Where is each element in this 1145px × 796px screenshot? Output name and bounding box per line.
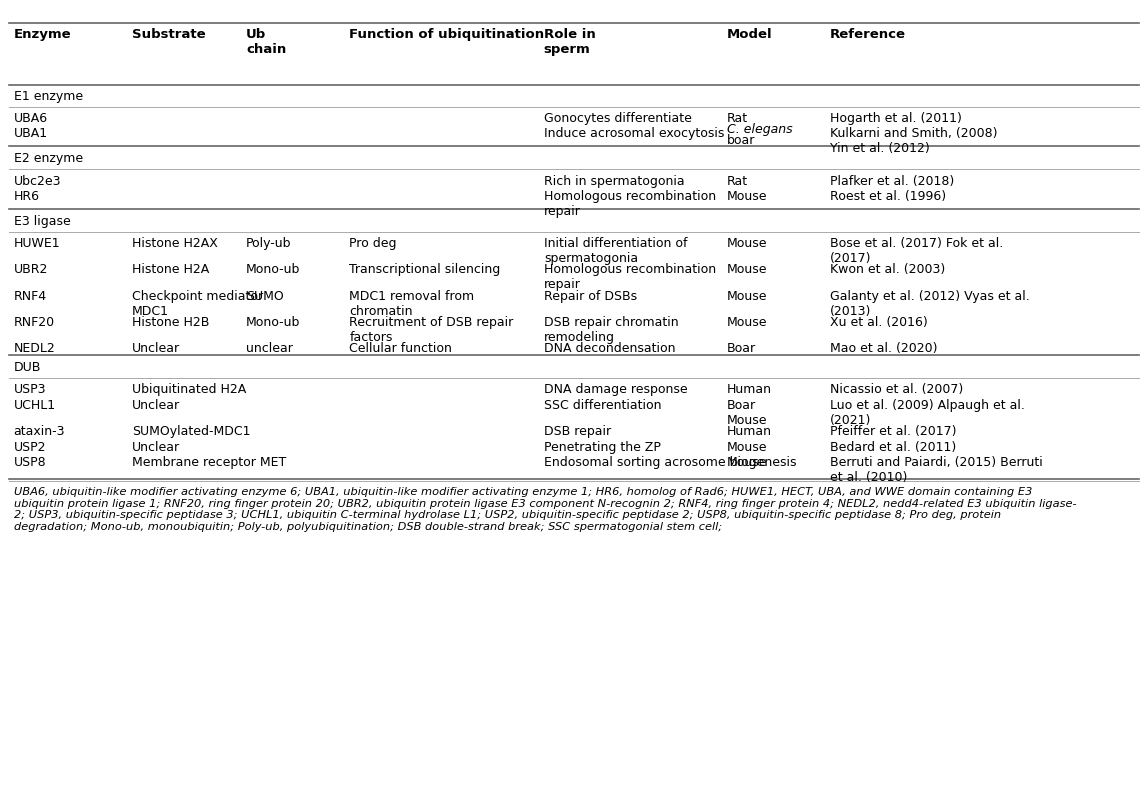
Text: Endosomal sorting acrosome biogenesis: Endosomal sorting acrosome biogenesis	[544, 456, 797, 469]
Text: unclear: unclear	[246, 342, 293, 355]
Text: UBA6, ubiquitin-like modifier activating enzyme 6; UBA1, ubiquitin-like modifier: UBA6, ubiquitin-like modifier activating…	[14, 487, 1076, 532]
Text: Human: Human	[727, 425, 772, 438]
Text: HUWE1: HUWE1	[14, 237, 61, 250]
Text: DSB repair chromatin
remodeling: DSB repair chromatin remodeling	[544, 316, 679, 344]
Text: Mouse: Mouse	[727, 290, 767, 302]
Text: Cellular function: Cellular function	[349, 342, 452, 355]
Text: SSC differentiation: SSC differentiation	[544, 399, 662, 412]
Text: Plafker et al. (2018)
Roest et al. (1996): Plafker et al. (2018) Roest et al. (1996…	[830, 174, 955, 203]
Text: C. elegans: C. elegans	[727, 123, 792, 136]
Text: E1 enzyme: E1 enzyme	[14, 90, 82, 103]
Text: Xu et al. (2016): Xu et al. (2016)	[830, 316, 927, 329]
Text: Bose et al. (2017) Fok et al.
(2017): Bose et al. (2017) Fok et al. (2017)	[830, 237, 1003, 265]
Text: UCHL1: UCHL1	[14, 399, 56, 412]
Text: DUB: DUB	[14, 361, 41, 374]
Text: Gonocytes differentiate
Induce acrosomal exocytosis: Gonocytes differentiate Induce acrosomal…	[544, 112, 725, 140]
Text: Model: Model	[727, 28, 773, 41]
Text: Pfeiffer et al. (2017): Pfeiffer et al. (2017)	[830, 425, 956, 438]
Text: Unclear: Unclear	[132, 399, 180, 412]
Text: Repair of DSBs: Repair of DSBs	[544, 290, 637, 302]
Text: Boar: Boar	[727, 342, 756, 355]
Text: boar: boar	[727, 134, 756, 146]
Text: Substrate: Substrate	[132, 28, 205, 41]
Text: Rich in spermatogonia
Homologous recombination
repair: Rich in spermatogonia Homologous recombi…	[544, 174, 716, 218]
Text: Penetrating the ZP: Penetrating the ZP	[544, 441, 661, 454]
Text: Berruti and Paiardi, (2015) Berruti
et al. (2010): Berruti and Paiardi, (2015) Berruti et a…	[830, 456, 1043, 484]
Text: Pro deg: Pro deg	[349, 237, 396, 250]
Text: DSB repair: DSB repair	[544, 425, 611, 438]
Text: USP8: USP8	[14, 456, 46, 469]
Text: Mouse: Mouse	[727, 441, 767, 454]
Text: Mouse: Mouse	[727, 237, 767, 250]
Text: UBR2: UBR2	[14, 263, 48, 276]
Text: RNF4: RNF4	[14, 290, 47, 302]
Text: Poly-ub: Poly-ub	[246, 237, 292, 250]
Text: DNA damage response: DNA damage response	[544, 384, 687, 396]
Text: Role in
sperm: Role in sperm	[544, 28, 595, 56]
Text: Enzyme: Enzyme	[14, 28, 71, 41]
Text: Ubiquitinated H2A: Ubiquitinated H2A	[132, 384, 246, 396]
Text: Mouse: Mouse	[727, 316, 767, 329]
Text: Mao et al. (2020): Mao et al. (2020)	[830, 342, 938, 355]
Text: Unclear: Unclear	[132, 441, 180, 454]
Text: Human: Human	[727, 384, 772, 396]
Text: Membrane receptor MET: Membrane receptor MET	[132, 456, 286, 469]
Text: Nicassio et al. (2007): Nicassio et al. (2007)	[830, 384, 963, 396]
Text: Function of ubiquitination: Function of ubiquitination	[349, 28, 544, 41]
Text: Rat: Rat	[727, 112, 748, 125]
Text: UBA6
UBA1: UBA6 UBA1	[14, 112, 48, 140]
Text: NEDL2: NEDL2	[14, 342, 55, 355]
Text: USP2: USP2	[14, 441, 46, 454]
Text: Luo et al. (2009) Alpaugh et al.
(2021): Luo et al. (2009) Alpaugh et al. (2021)	[830, 399, 1025, 427]
Text: E2 enzyme: E2 enzyme	[14, 153, 82, 166]
Text: DNA decondensation: DNA decondensation	[544, 342, 676, 355]
Text: Histone H2B: Histone H2B	[132, 316, 210, 329]
Text: SUMO: SUMO	[246, 290, 284, 302]
Text: Reference: Reference	[830, 28, 906, 41]
Text: Initial differentiation of
spermatogonia: Initial differentiation of spermatogonia	[544, 237, 687, 265]
Text: Bedard et al. (2011): Bedard et al. (2011)	[830, 441, 956, 454]
Text: Mouse: Mouse	[727, 263, 767, 276]
Text: Hogarth et al. (2011)
Kulkarni and Smith, (2008)
Yin et al. (2012): Hogarth et al. (2011) Kulkarni and Smith…	[830, 112, 997, 155]
Text: MDC1 removal from
chromatin: MDC1 removal from chromatin	[349, 290, 474, 318]
Text: Galanty et al. (2012) Vyas et al.
(2013): Galanty et al. (2012) Vyas et al. (2013)	[830, 290, 1029, 318]
Text: RNF20: RNF20	[14, 316, 55, 329]
Text: Unclear: Unclear	[132, 342, 180, 355]
Text: Histone H2A: Histone H2A	[132, 263, 208, 276]
Text: Homologous recombination
repair: Homologous recombination repair	[544, 263, 716, 291]
Text: Transcriptional silencing: Transcriptional silencing	[349, 263, 500, 276]
Text: Checkpoint mediator
MDC1: Checkpoint mediator MDC1	[132, 290, 263, 318]
Text: Rat
Mouse: Rat Mouse	[727, 174, 767, 203]
Text: USP3: USP3	[14, 384, 46, 396]
Text: Kwon et al. (2003): Kwon et al. (2003)	[830, 263, 946, 276]
Text: Ubc2e3
HR6: Ubc2e3 HR6	[14, 174, 61, 203]
Text: E3 ligase: E3 ligase	[14, 215, 71, 228]
Text: Mono-ub: Mono-ub	[246, 263, 300, 276]
Text: Mono-ub: Mono-ub	[246, 316, 300, 329]
Text: Ub
chain: Ub chain	[246, 28, 286, 56]
Text: ataxin-3: ataxin-3	[14, 425, 65, 438]
Text: Recruitment of DSB repair
factors: Recruitment of DSB repair factors	[349, 316, 513, 344]
Text: Mouse: Mouse	[727, 456, 767, 469]
Text: SUMOylated-MDC1: SUMOylated-MDC1	[132, 425, 250, 438]
Text: Boar
Mouse: Boar Mouse	[727, 399, 767, 427]
Text: Histone H2AX: Histone H2AX	[132, 237, 218, 250]
